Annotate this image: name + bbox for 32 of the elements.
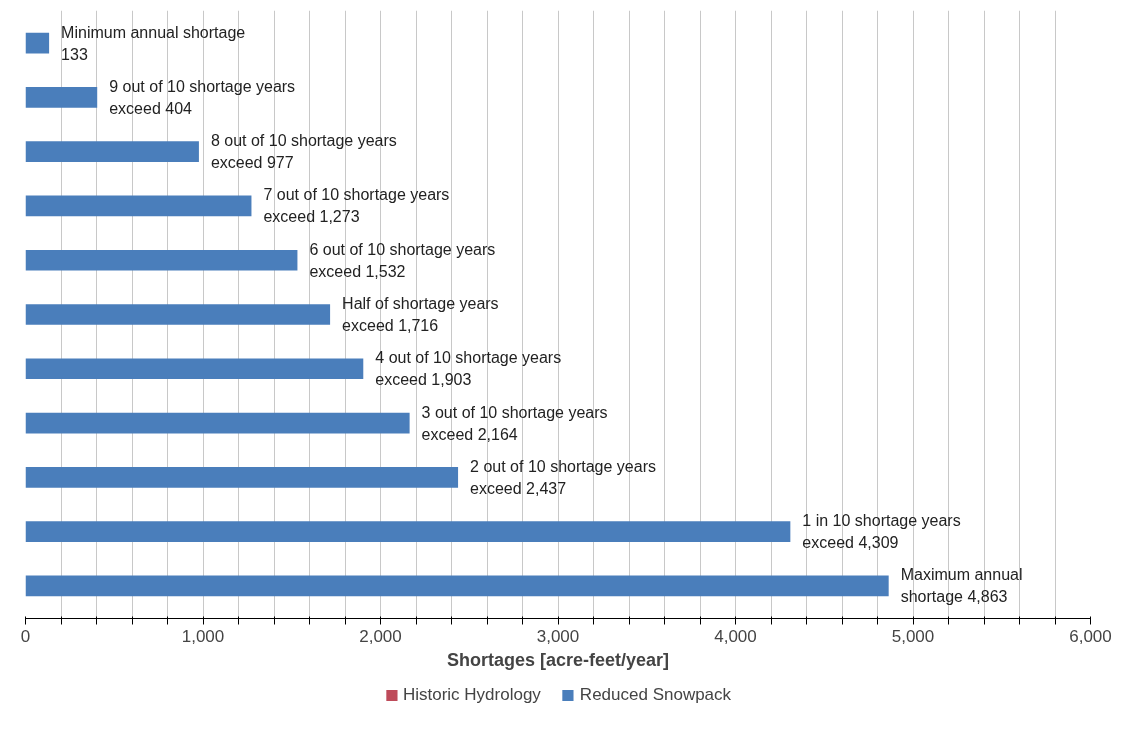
data-label: 9 out of 10 shortage years exceed 404 [109,77,296,117]
x-tick-label: 2,000 [359,626,402,646]
x-axis-title: Shortages [acre-feet/year] [446,649,670,670]
legend-label: Reduced Snowpack [579,685,732,705]
bar [25,32,50,54]
data-label: 1 in 10 shortage years exceed 4,309 [802,512,961,552]
data-label: Half of shortage years exceed 1,716 [342,294,499,335]
bar [25,195,252,217]
legend-label: Historic Hydrology [402,685,541,705]
bar [25,249,298,271]
data-label: 6 out of 10 shortage years exceed 1,532 [309,240,496,280]
bar [25,575,889,597]
data-label: 3 out of 10 shortage years exceed 2,164 [421,403,608,443]
x-tick-label: 6,000 [1069,626,1112,646]
data-label: 2 out of 10 shortage years exceed 2,437 [470,457,656,497]
x-tick-label: 5,000 [891,626,935,646]
data-label: 7 out of 10 shortage years exceed 1,273 [263,186,450,226]
bar [25,467,459,488]
data-label: Minimum annual shortage 133 [61,23,246,63]
bar [25,412,410,434]
data-label: Maximum annual shortage 4,863 [900,566,1023,606]
bar [25,304,331,325]
data-label: 4 out of 10 shortage years exceed 1,903 [375,349,562,389]
data-label: 8 out of 10 shortage years exceed 977 [210,132,397,172]
bar [25,87,98,108]
x-tick-label: 3,000 [536,626,580,646]
bar [25,141,199,162]
x-tick-label: 1,000 [181,626,225,646]
x-tick-label: 0 [20,626,31,646]
x-tick-label: 4,000 [714,626,757,646]
bar [25,521,791,542]
bar [25,358,364,380]
